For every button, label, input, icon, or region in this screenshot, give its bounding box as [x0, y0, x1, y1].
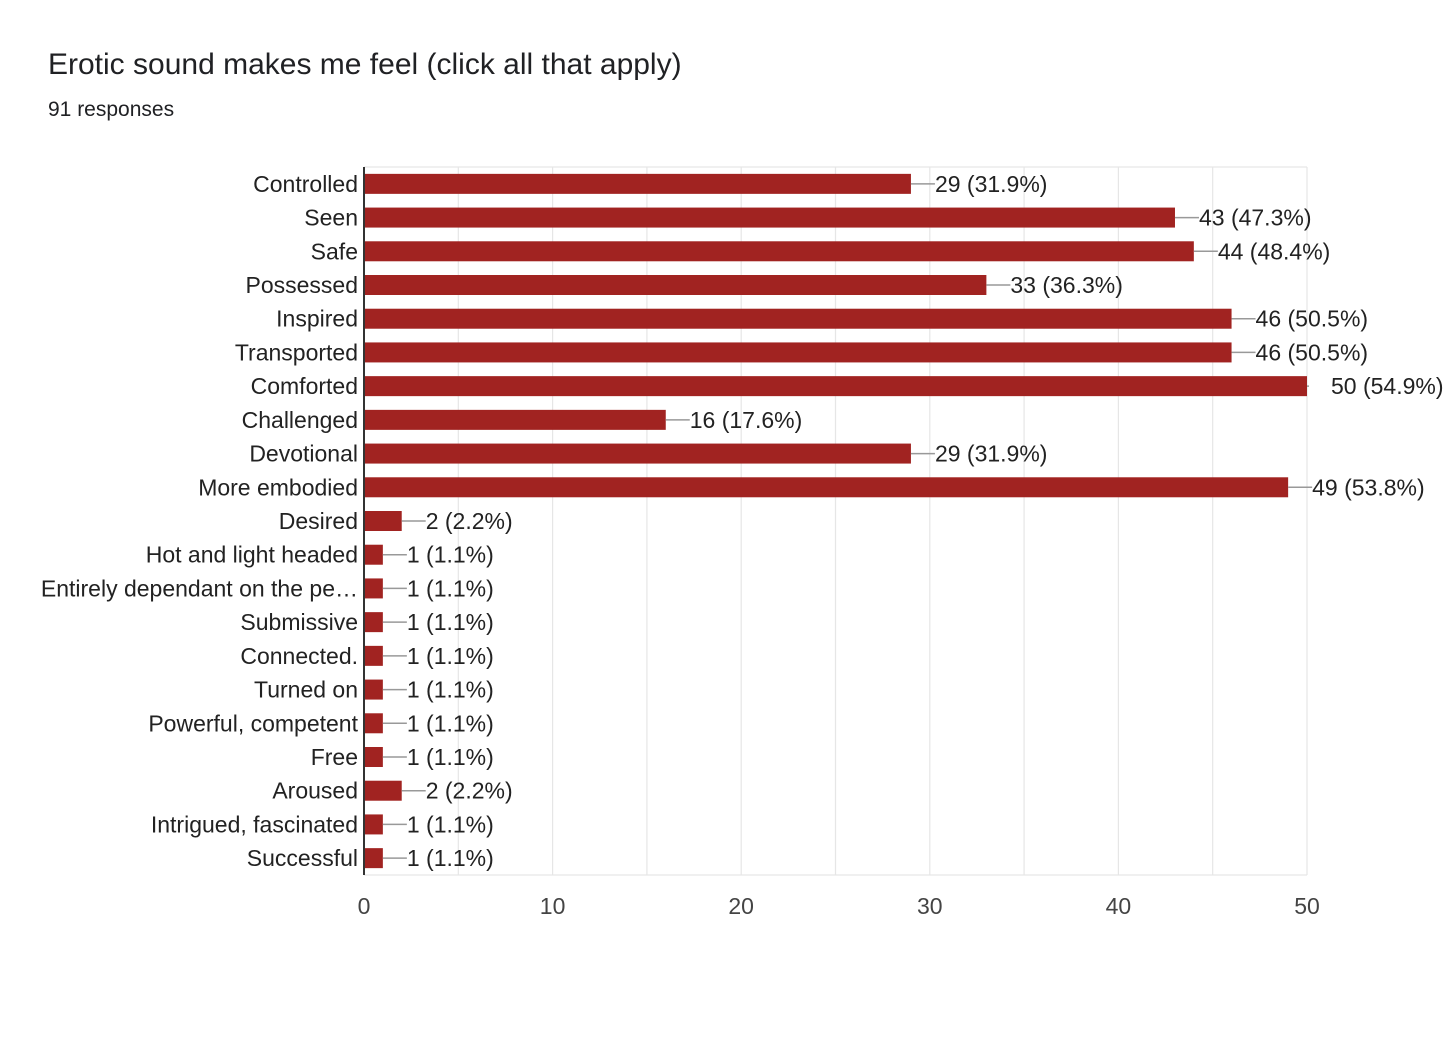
category-label: Submissive: [240, 609, 358, 635]
bar: [364, 173, 911, 194]
x-tick-label: 20: [728, 893, 754, 919]
bar: [364, 477, 1289, 498]
category-label: Connected.: [240, 643, 358, 669]
data-label: 2 (2.2%): [426, 778, 513, 804]
category-label: More embodied: [198, 474, 358, 500]
grid-lines: [364, 166, 1308, 876]
category-label: Free: [311, 744, 358, 770]
category-label: Devotional: [249, 441, 358, 467]
category-label: Entirely dependant on the pe…: [41, 575, 358, 601]
bar: [364, 511, 402, 531]
data-label: 1 (1.1%): [407, 744, 494, 770]
data-label: 50 (54.9%): [1331, 373, 1444, 399]
data-label: 1 (1.1%): [407, 643, 494, 669]
category-label: Safe: [311, 238, 358, 264]
axes: 0 10 20 30 40 50: [358, 167, 1320, 919]
category-label: Hot and light headed: [146, 542, 358, 568]
bars: [364, 173, 1307, 869]
category-label: Comforted: [251, 373, 358, 399]
data-label: 1 (1.1%): [407, 710, 494, 736]
data-label: 44 (48.4%): [1218, 238, 1331, 264]
data-label: 1 (1.1%): [407, 609, 494, 635]
x-tick-label: 40: [1106, 893, 1132, 919]
chart-title: Erotic sound makes me feel (click all th…: [48, 48, 682, 81]
category-label: Desired: [279, 508, 358, 534]
category-label: Successful: [247, 845, 358, 871]
category-label: Aroused: [272, 778, 358, 804]
bar: [364, 207, 1175, 228]
category-label: Transported: [235, 339, 358, 365]
bar: [364, 275, 987, 295]
x-tick-label: 10: [540, 893, 566, 919]
x-tick-label: 30: [917, 893, 943, 919]
bar: [364, 342, 1232, 363]
bar: [364, 443, 911, 464]
x-tick-label: 0: [358, 893, 371, 919]
data-label: 1 (1.1%): [407, 542, 494, 568]
bar: [364, 780, 402, 801]
category-label: Possessed: [245, 272, 358, 298]
bar: [364, 679, 383, 700]
data-label: 43 (47.3%): [1199, 205, 1312, 231]
bar: [364, 713, 383, 734]
labels: 29 (31.9%) Controlled 43 (47.3%) Seen 44 (48…: [41, 171, 1444, 871]
bar: [364, 241, 1194, 262]
category-label: Inspired: [276, 306, 358, 332]
data-label: 16 (17.6%): [690, 407, 803, 433]
category-label: Intrigued, fascinated: [151, 811, 358, 837]
bar: [364, 645, 383, 666]
data-label: 1 (1.1%): [407, 811, 494, 837]
bar: [364, 747, 383, 767]
category-label: Turned on: [254, 677, 358, 703]
category-label: Controlled: [253, 171, 358, 197]
bar: [364, 578, 383, 599]
bar: [364, 308, 1232, 329]
category-label: Powerful, competent: [148, 710, 358, 736]
data-label: 29 (31.9%): [935, 171, 1048, 197]
data-label: 1 (1.1%): [407, 677, 494, 703]
bar: [364, 612, 383, 633]
bar: [364, 376, 1307, 397]
data-label: 2 (2.2%): [426, 508, 513, 534]
data-label: 1 (1.1%): [407, 575, 494, 601]
bar: [364, 848, 383, 869]
category-label: Seen: [304, 205, 358, 231]
bar: [364, 814, 383, 835]
bar: [364, 544, 383, 565]
data-label: 46 (50.5%): [1256, 306, 1369, 332]
response-count: 91 responses: [48, 98, 175, 121]
bar: [364, 409, 666, 430]
x-tick-label: 50: [1294, 893, 1320, 919]
data-label: 1 (1.1%): [407, 845, 494, 871]
data-label: 49 (53.8%): [1312, 474, 1425, 500]
data-label: 33 (36.3%): [1010, 272, 1123, 298]
data-label: 46 (50.5%): [1256, 339, 1369, 365]
data-label: 29 (31.9%): [935, 441, 1048, 467]
category-label: Challenged: [242, 407, 358, 433]
